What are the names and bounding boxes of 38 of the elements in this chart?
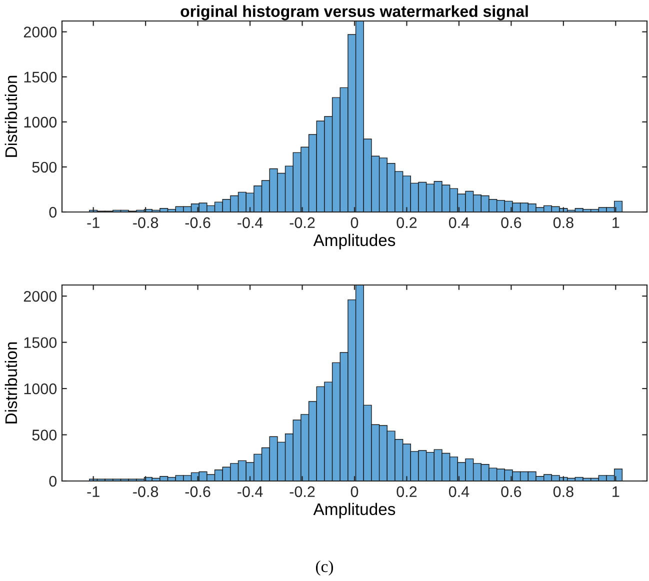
x-tick-label: 0.6 <box>501 217 522 228</box>
x-tick-label: 0.4 <box>448 486 470 498</box>
x-tick-label: 0.8 <box>553 217 574 228</box>
y-tick-label: 2000 <box>24 26 57 38</box>
chart-title: original histogram versus watermarked signal <box>180 5 528 20</box>
y-tick-label: 0 <box>49 206 57 218</box>
y-tick-label: 0 <box>49 476 57 487</box>
x-tick-label: 0.4 <box>448 217 470 228</box>
x-tick-label: 0.2 <box>396 486 417 498</box>
x-tick-label: 0.8 <box>553 486 574 498</box>
x-tick-label: 0.6 <box>501 486 522 498</box>
text: (c) <box>316 560 334 576</box>
x-tick-label: -0.8 <box>133 486 158 498</box>
x-tick-label: -0.4 <box>238 217 263 228</box>
x-tick-label: -0.6 <box>185 486 210 498</box>
y-tick-label: 1000 <box>24 116 57 128</box>
x-tick-label: -0.4 <box>238 486 263 498</box>
y-axis-title: Distribution <box>4 76 18 157</box>
y-axis-title: Distribution <box>4 342 18 424</box>
y-tick-label: 500 <box>32 430 57 440</box>
x-axis-title: Amplitudes <box>313 234 396 250</box>
x-tick-label: 0.2 <box>396 217 417 228</box>
y-tick-label: 2000 <box>24 290 57 302</box>
x-tick-label: 1 <box>612 217 620 228</box>
y-tick-label: 1500 <box>24 72 57 83</box>
x-tick-label: 0 <box>350 217 358 228</box>
x-tick-label: -0.2 <box>290 486 315 498</box>
y-tick-label: 500 <box>32 162 57 173</box>
x-tick-label: -1 <box>87 486 100 497</box>
x-tick-label: -0.2 <box>290 217 315 228</box>
x-tick-label: -0.8 <box>133 217 158 228</box>
y-tick-label: 1000 <box>24 383 57 394</box>
x-tick-label: 1 <box>612 486 620 497</box>
x-axis-title: Amplitudes <box>313 502 396 518</box>
x-tick-label: 0 <box>350 486 358 498</box>
x-tick-label: -0.6 <box>185 217 210 228</box>
y-tick-label: 1500 <box>24 337 57 348</box>
x-tick-label: -1 <box>87 217 100 228</box>
